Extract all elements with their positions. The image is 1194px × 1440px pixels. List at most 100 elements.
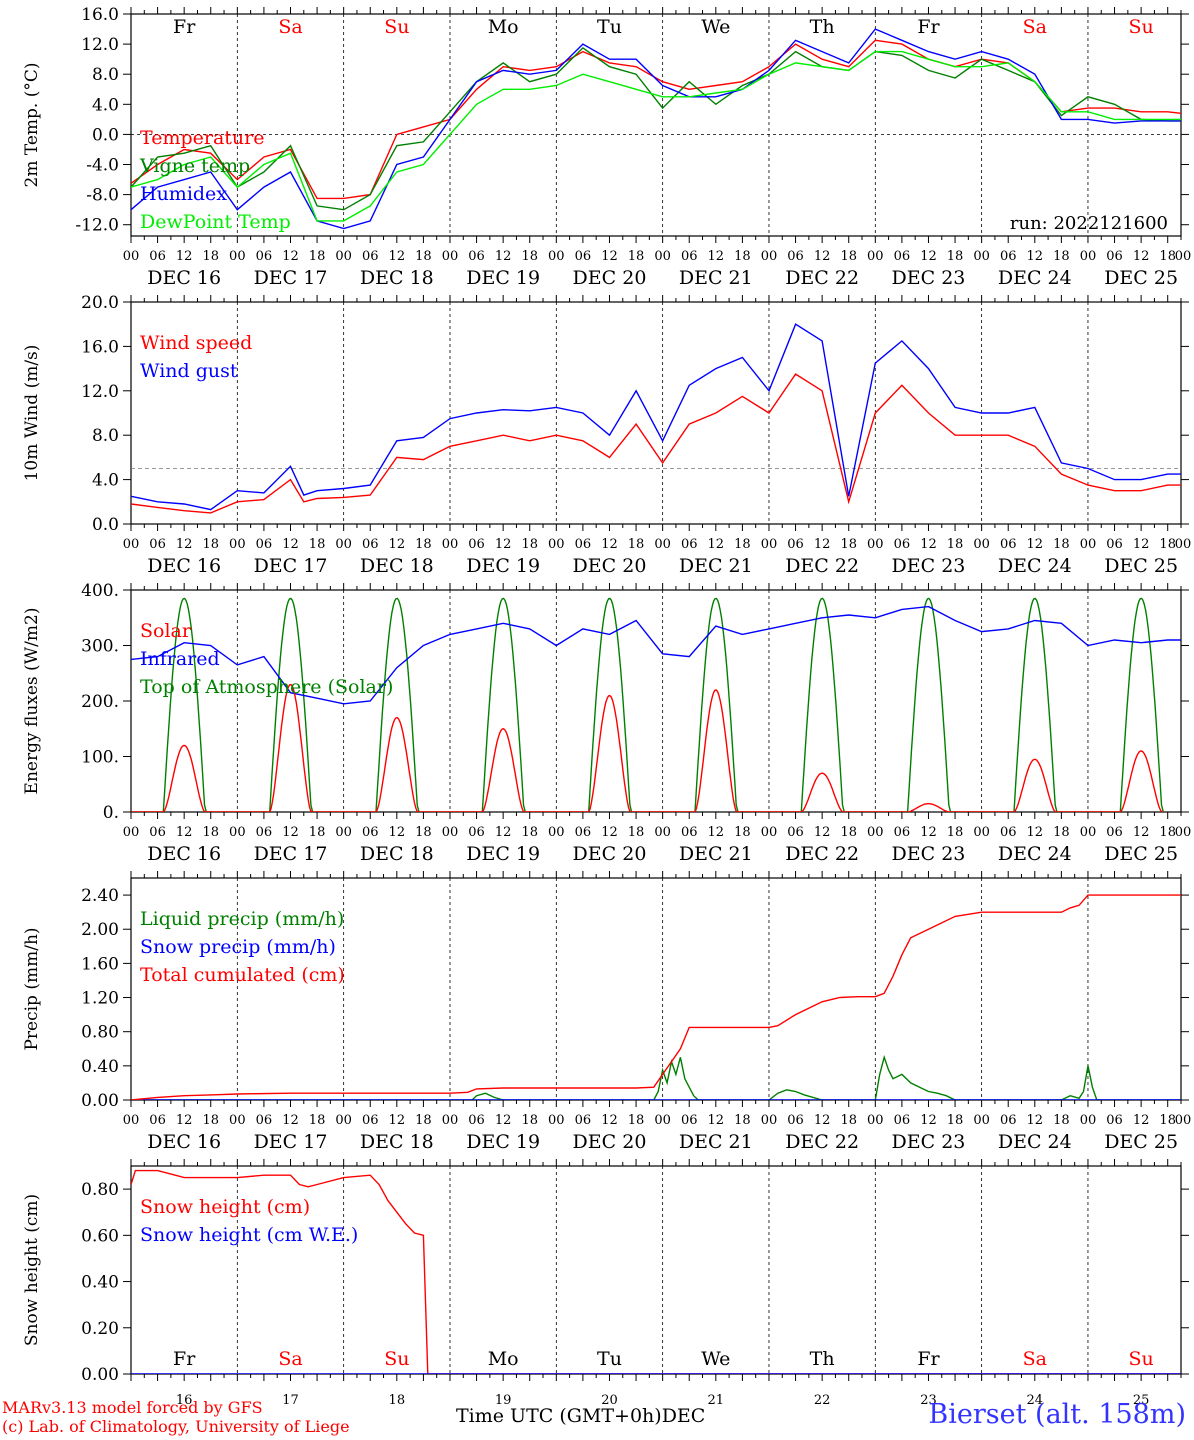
hour-tick-label: 12 [920,537,937,552]
date-label: DEC 21 [679,267,753,289]
hour-tick-label: 18 [947,825,964,840]
hour-tick-label: 18 [947,537,964,552]
y-axis-label: 10m Wind (m/s) [22,345,42,482]
hour-tick-label: 06 [681,1113,698,1128]
hour-tick-label: 06 [894,537,911,552]
hour-tick-label: 06 [681,249,698,264]
hour-tick-label: 00 [335,537,352,552]
hour-tick-label: 18 [840,825,857,840]
hour-tick-label: 00 [761,249,778,264]
hour-tick-label: 00 [123,1113,140,1128]
hour-tick-label: 06 [787,825,804,840]
date-label: DEC 16 [147,267,221,289]
hour-tick-label: 00 [654,825,671,840]
legend-entry: DewPoint Temp [140,211,291,233]
hour-tick-label: 00 [1175,1113,1192,1128]
hour-tick-label: 18 [628,537,645,552]
legend-entry: Snow height (cm W.E.) [140,1224,358,1246]
series-line-2 [131,28,1181,230]
hour-tick-label: 12 [708,825,725,840]
hour-tick-label: 12 [601,537,618,552]
day-number: 24 [1027,1393,1044,1408]
hour-tick-label: 12 [282,825,299,840]
hour-tick-label: 06 [894,825,911,840]
hour-tick-label: 18 [1159,1113,1176,1128]
hour-tick-label: 12 [1027,249,1044,264]
hour-tick-label: 18 [1159,825,1176,840]
hour-tick-label: 12 [708,249,725,264]
hour-tick-label: 12 [814,537,831,552]
hour-tick-label: 18 [202,1113,219,1128]
day-name: Sa [278,16,302,38]
y-tick-label: 0.60 [81,1226,119,1246]
time-axis-label: Time UTC (GMT+0h)DEC [456,1405,705,1427]
y-tick-label: 0.80 [81,1023,119,1043]
hour-tick-label: 06 [256,249,273,264]
date-label: DEC 22 [785,555,859,577]
hour-tick-label: 00 [229,1113,246,1128]
hour-tick-label: 00 [867,1113,884,1128]
hour-tick-label: 18 [628,1113,645,1128]
hour-tick-label: 12 [920,825,937,840]
series-line-2 [131,894,1181,1100]
series-line-1 [131,46,1181,211]
day-name: Fr [173,16,196,38]
series-group [131,597,1181,812]
hour-tick-label: 18 [1053,825,1070,840]
date-label: DEC 23 [892,555,966,577]
y-tick-label: 0.40 [81,1057,119,1077]
hour-tick-label: 12 [495,537,512,552]
hour-tick-label: 00 [229,537,246,552]
date-label: DEC 20 [573,267,647,289]
date-label: DEC 19 [466,267,540,289]
hour-tick-label: 18 [628,249,645,264]
date-label: DEC 17 [254,843,328,865]
y-tick-label: 0.40 [81,1273,119,1293]
y-tick-label: 4.0 [92,95,119,115]
hour-tick-label: 00 [867,825,884,840]
hour-tick-label: 06 [575,1113,592,1128]
panel-3: 400. 300. 200. 100. 0. Energy fluxes (W/m2) 00… [22,581,1191,865]
hour-tick-label: 06 [1000,249,1017,264]
day-name: Tu [597,1348,622,1370]
panel-5: 0.80 0.60 0.40 0.20 0.00 Snow height (cm) Fr Sa… [22,1159,1189,1408]
hour-tick-label: 18 [309,537,326,552]
hour-tick-label: 06 [787,537,804,552]
hour-tick-label: 06 [468,1113,485,1128]
plot-frame [130,589,1182,813]
hour-tick-label: 18 [1159,249,1176,264]
panel-2: 20.0 16.0 12.0 8.0 4.0 0.0 10m Wind (m/s) 00 06 1… [22,293,1191,577]
series-group [131,1169,1181,1374]
y-tick-label: 2.00 [81,920,119,940]
hour-tick-label: 18 [309,825,326,840]
hour-tick-label: 18 [840,249,857,264]
series-line-0 [131,373,1181,514]
date-label: DEC 24 [998,1131,1072,1153]
hour-tick-label: 06 [362,1113,379,1128]
hour-tick-label: 06 [468,825,485,840]
hour-tick-label: 00 [123,537,140,552]
hour-tick-label: 00 [229,249,246,264]
hour-tick-label: 18 [521,537,538,552]
date-label: DEC 19 [466,555,540,577]
hour-tick-label: 12 [282,537,299,552]
date-label: DEC 19 [466,1131,540,1153]
hour-tick-label: 00 [548,825,565,840]
day-number: 22 [814,1393,831,1408]
hour-tick-label: 06 [256,537,273,552]
hour-tick-label: 06 [1000,825,1017,840]
date-label: DEC 24 [998,843,1072,865]
y-tick-label: -4.0 [86,156,119,176]
hour-tick-label: 12 [601,1113,618,1128]
date-label: DEC 16 [147,843,221,865]
hour-tick-label: 00 [335,249,352,264]
hour-tick-label: 00 [1080,249,1097,264]
date-label: DEC 20 [573,843,647,865]
day-number: 19 [495,1393,512,1408]
hour-tick-label: 06 [1000,1113,1017,1128]
date-label: DEC 18 [360,1131,434,1153]
hour-tick-label: 06 [1106,249,1123,264]
hour-tick-label: 12 [389,249,406,264]
hour-tick-label: 18 [309,1113,326,1128]
series-group [131,323,1181,514]
